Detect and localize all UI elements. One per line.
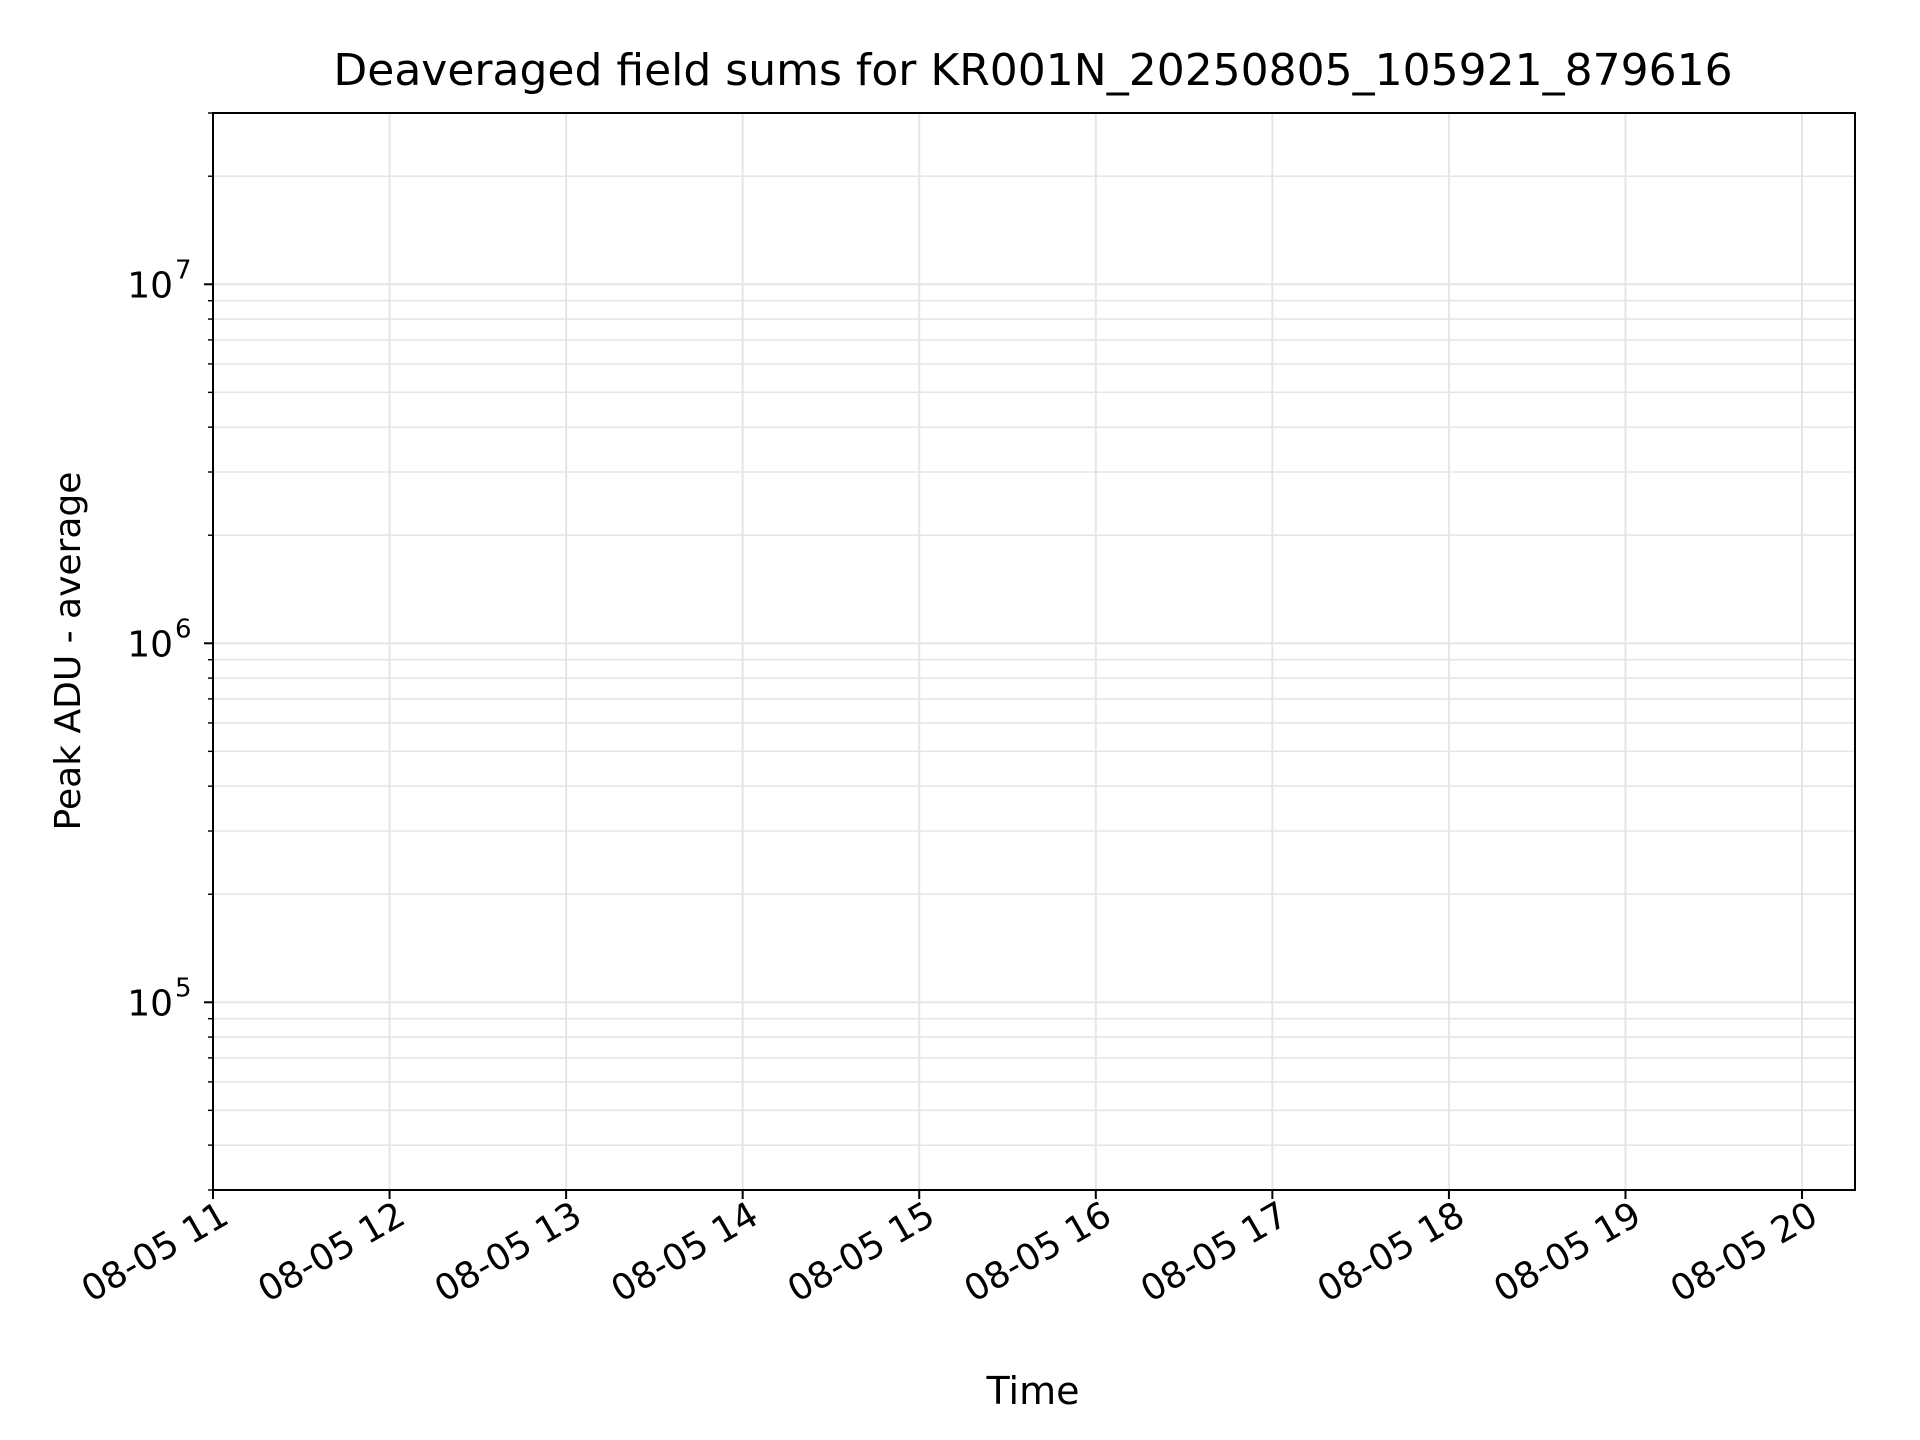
grid (212, 112, 1855, 1191)
axes-frame (212, 112, 1856, 1191)
y-tick-exponent: 6 (175, 614, 192, 644)
y-tick-label: 10 (127, 624, 173, 665)
y-tick-label: 10 (127, 983, 173, 1024)
y-tick-label: 10 (127, 265, 173, 306)
x-axis-label: Time (986, 1369, 1080, 1413)
y-axis-label: Peak ADU - average (48, 472, 89, 831)
y-tick-exponent: 7 (175, 255, 192, 285)
y-tick-exponent: 5 (175, 973, 192, 1003)
chart-title: Deaveraged field sums for KR001N_2025080… (333, 45, 1732, 96)
